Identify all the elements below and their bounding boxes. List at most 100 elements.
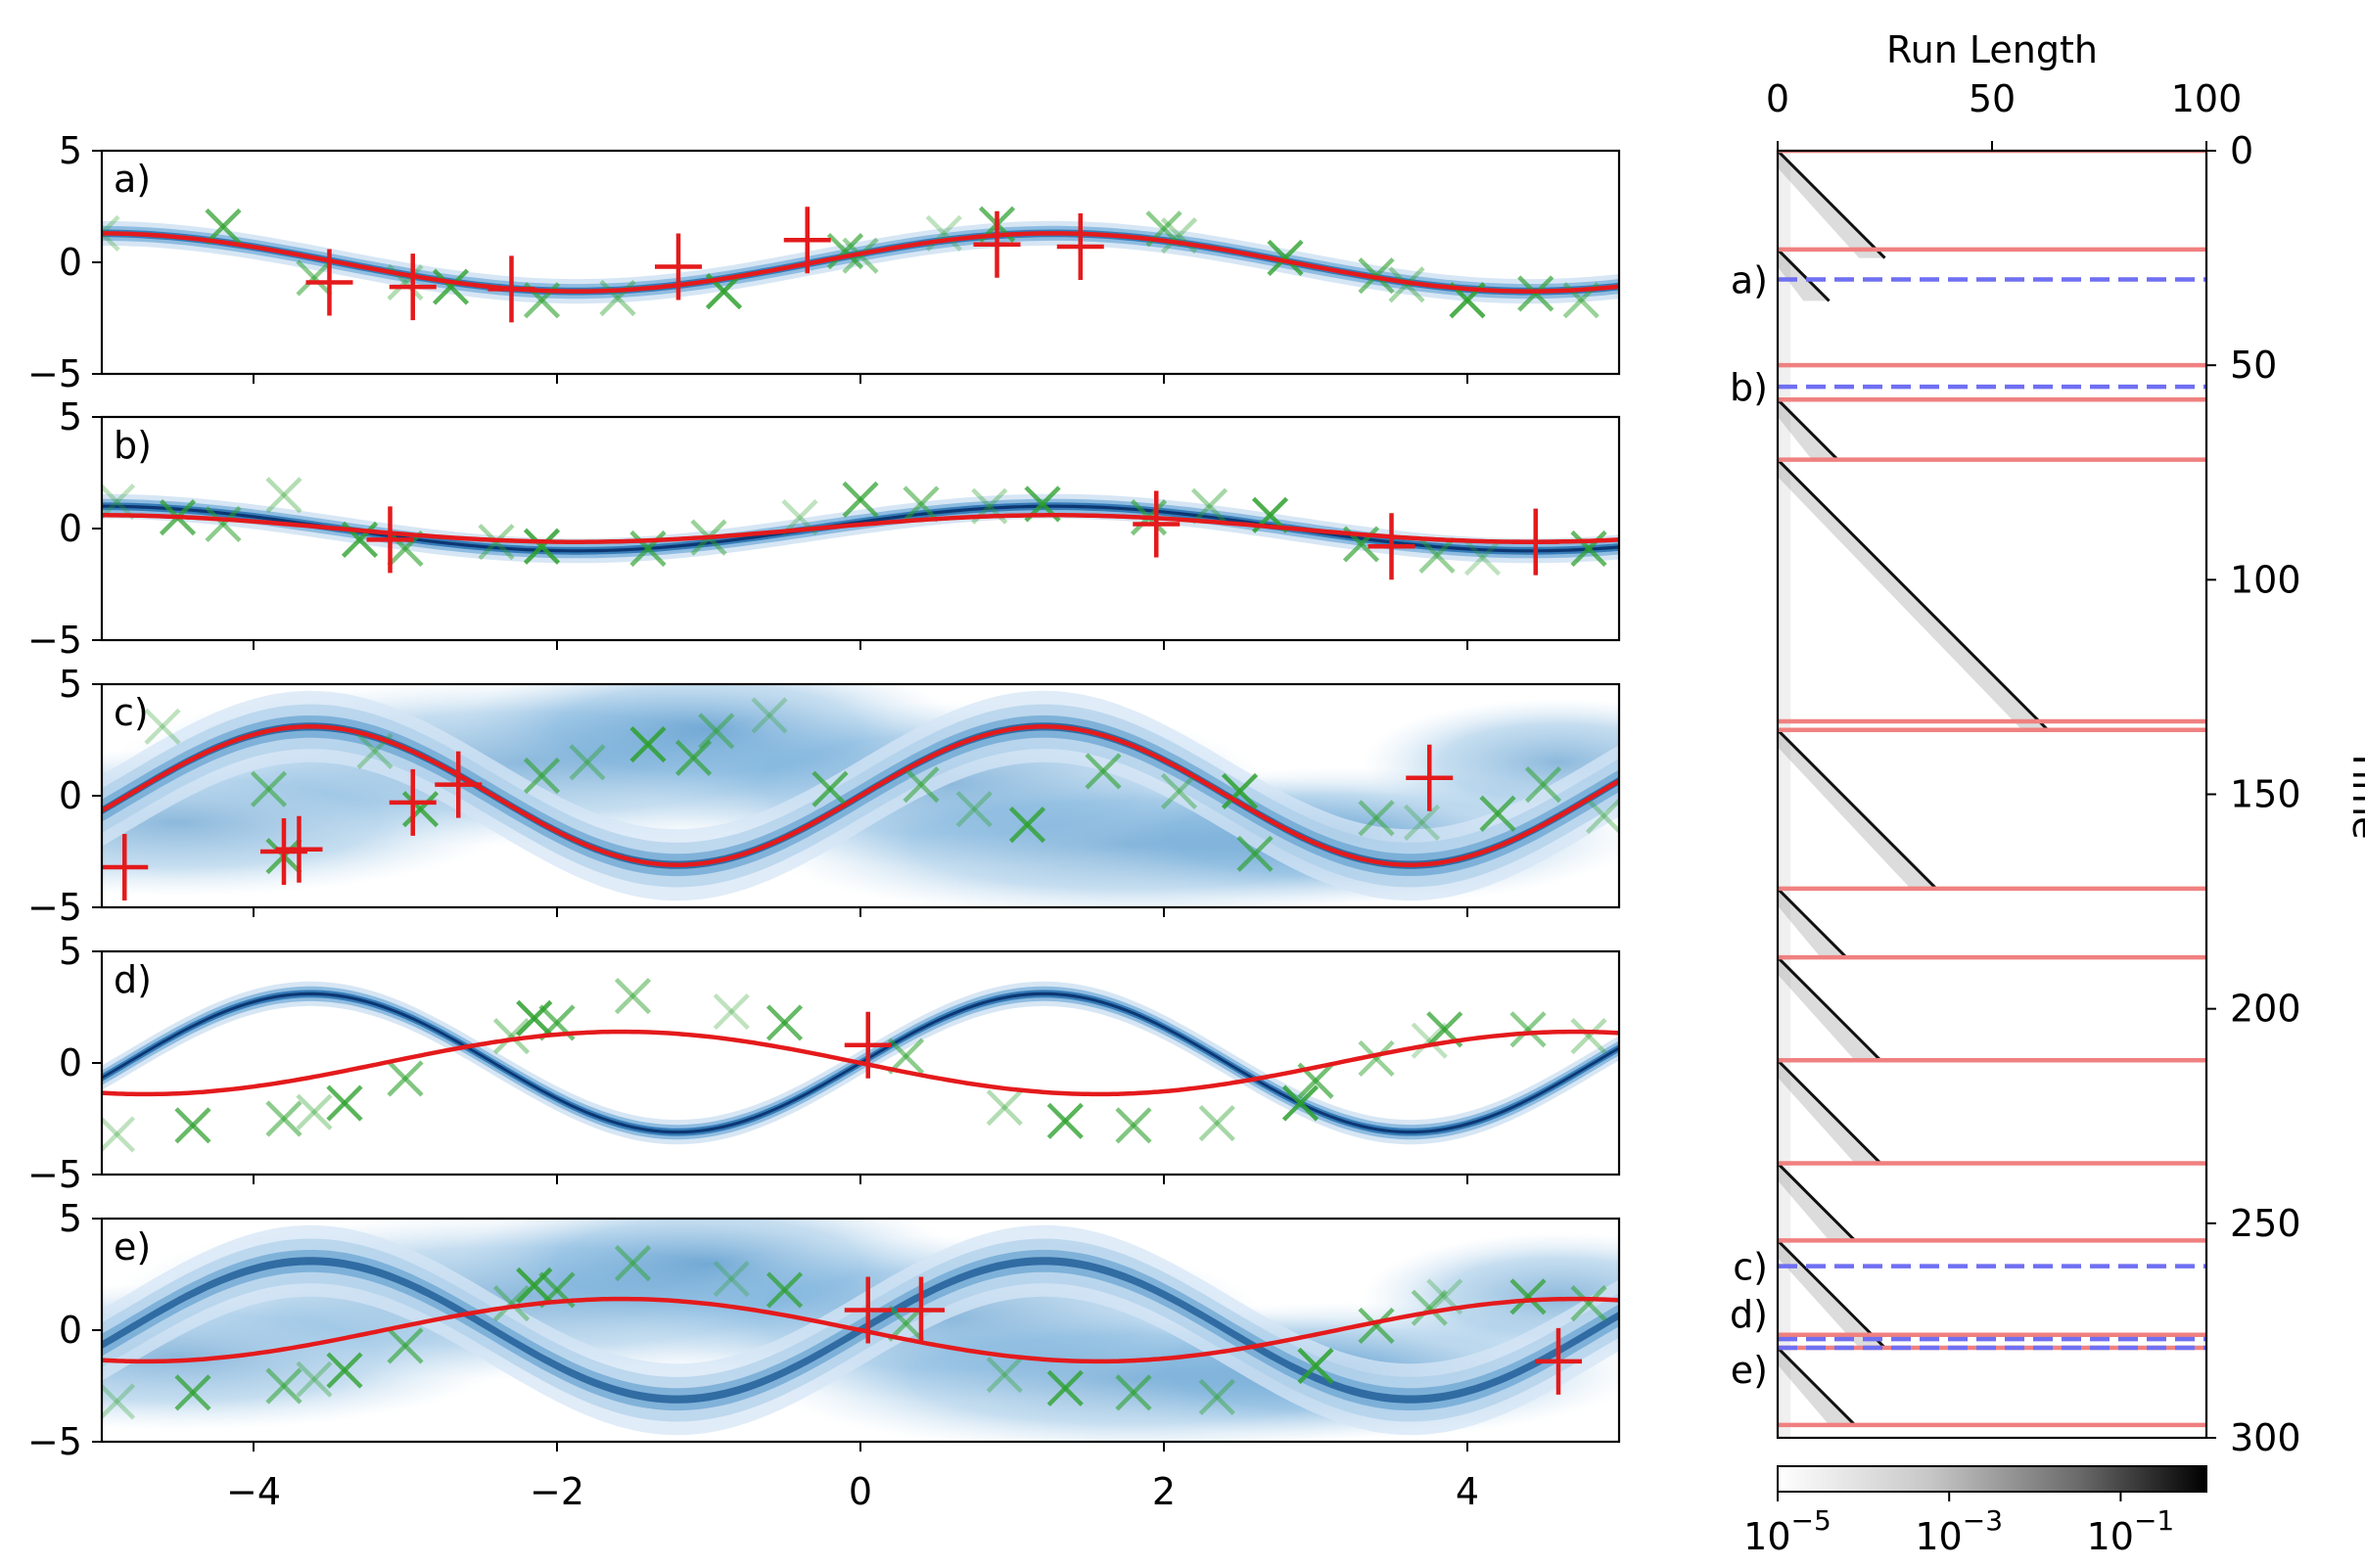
sample-x-marker [713, 992, 750, 1031]
observation-plus-marker [898, 1276, 945, 1344]
sample-x-marker [629, 725, 667, 763]
sample-x-marker [1236, 835, 1274, 872]
sample-x-marker [326, 1352, 363, 1389]
y-tick-label: 5 [59, 129, 82, 172]
observation-plus-marker [305, 249, 353, 316]
sample-x-marker [986, 1089, 1023, 1127]
observation-plus-marker [655, 233, 702, 300]
y-tick-label: −5 [27, 619, 82, 662]
sample-x-marker [1358, 800, 1395, 837]
panel-a: 5 0 −5 a) [27, 129, 1621, 395]
sample-x-marker [1297, 1347, 1334, 1385]
colorbar-tick-label: 10−3 [1915, 1504, 2003, 1558]
observation-plus-marker [1133, 490, 1181, 558]
sample-x-marker [492, 1285, 531, 1322]
sample-x-marker [1267, 239, 1304, 277]
observation-plus-marker [1535, 1327, 1582, 1395]
run-length-diagonal [1778, 956, 1882, 1062]
red-mean-curve [102, 513, 1619, 544]
function-panels: 5 0 −5 a) 5 0 −5 b) 5 0 −5 c) 5 0 −5 d) 5 0 −5 e) [27, 129, 1621, 1463]
sample-x-marker [516, 999, 553, 1037]
sample-x-marker [523, 528, 561, 565]
colorbar-tick-label: 10−5 [1743, 1504, 1832, 1558]
run-length-diagonal [1778, 1059, 1882, 1165]
panel-c: 5 0 −5 c) [27, 663, 1621, 929]
sample-x-marker [387, 1327, 424, 1364]
run-length-diagonal [1778, 728, 1938, 890]
sample-x-marker [1463, 539, 1502, 576]
sample-x-marker [1388, 266, 1425, 303]
time-marker-label: a) [1731, 259, 1768, 302]
observation-plus-marker [783, 207, 831, 274]
sample-x-marker [144, 708, 181, 745]
sample-x-marker [1570, 1285, 1607, 1322]
observation-plus-marker [1406, 744, 1454, 811]
sample-x-marker [1085, 753, 1122, 790]
sample-x-marker [1046, 1369, 1084, 1407]
y-tick-label: 0 [59, 774, 82, 817]
run-length-diagonal [1778, 151, 1886, 259]
run-length-diagonal [1778, 887, 1848, 959]
run-length-diagonal [1778, 1346, 1856, 1426]
observation-plus-marker [844, 1276, 892, 1344]
sample-x-marker [1198, 1104, 1235, 1142]
sample-x-marker [1115, 1374, 1152, 1411]
sample-x-marker [1281, 1084, 1320, 1122]
red-mean-curve [102, 1029, 1619, 1097]
observation-plus-marker [435, 751, 483, 818]
x-tick-label: 4 [1456, 1470, 1479, 1513]
sample-x-marker [842, 481, 879, 518]
panel-label: c) [114, 691, 149, 734]
sample-x-marker [569, 744, 606, 781]
panel-b: 5 0 −5 b) [27, 395, 1621, 662]
sample-x-marker [326, 1084, 363, 1122]
sample-x-marker [925, 214, 962, 252]
sample-x-marker [523, 757, 561, 795]
sample-x-marker [1570, 1018, 1607, 1055]
run-length-tick-label: 0 [1766, 77, 1789, 120]
x-tick-label: −4 [226, 1470, 281, 1513]
sample-x-marker [1358, 1039, 1395, 1078]
sample-x-marker [1570, 530, 1607, 568]
sample-x-marker [265, 1367, 302, 1405]
time-tick-label: 150 [2230, 773, 2301, 816]
uncertainty-band [102, 225, 1619, 300]
observation-plus-marker [487, 255, 535, 323]
shared-x-axis: −4 −2 0 2 4 [226, 1470, 1479, 1513]
sample-x-marker [265, 1100, 302, 1137]
y-tick-label: 0 [59, 507, 82, 550]
observation-plus-marker [844, 1011, 892, 1079]
sample-x-marker [516, 1267, 553, 1304]
observation-plus-marker [973, 210, 1021, 278]
sample-x-marker [955, 791, 993, 828]
sample-x-marker [1221, 772, 1259, 810]
sample-x-marker [1160, 217, 1198, 254]
sample-x-marker [599, 279, 636, 317]
sample-x-marker [812, 770, 849, 807]
panel-label: b) [114, 424, 152, 467]
sample-x-marker [986, 1357, 1023, 1394]
sample-x-marker [903, 766, 940, 804]
observation-plus-marker [366, 506, 414, 574]
sample-x-marker [174, 1107, 211, 1144]
run-length-diagonal [1778, 458, 2050, 731]
sample-x-marker [1479, 795, 1516, 832]
panel-d: 5 0 −5 d) [27, 930, 1621, 1196]
observation-plus-marker [389, 254, 437, 321]
red-mean-curve [102, 231, 1619, 294]
sample-x-marker [1411, 1022, 1448, 1059]
sample-x-marker [1358, 1307, 1395, 1345]
x-tick-label: −2 [530, 1470, 584, 1513]
sample-x-marker [492, 1018, 531, 1055]
sample-x-marker [174, 1374, 211, 1411]
y-tick-label: 0 [59, 241, 82, 284]
sample-x-marker [629, 530, 667, 568]
time-tick-label: 200 [2230, 988, 2301, 1031]
observation-plus-marker [102, 833, 149, 900]
sample-x-marker [387, 1060, 424, 1097]
time-marker-label: e) [1731, 1349, 1768, 1392]
run-length-chart: Run Length Time a) b) c)d) e) 0 50 100 0 50 100 15… [1730, 28, 2365, 1459]
sample-x-marker [102, 484, 136, 521]
sample-x-marker [1585, 797, 1619, 835]
